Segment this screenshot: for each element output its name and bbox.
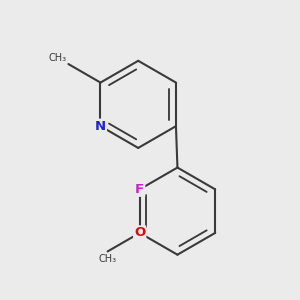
Text: CH₃: CH₃ [99,254,117,264]
Text: F: F [135,183,144,196]
Text: O: O [134,226,145,239]
Text: CH₃: CH₃ [49,52,67,63]
Text: N: N [95,120,106,133]
